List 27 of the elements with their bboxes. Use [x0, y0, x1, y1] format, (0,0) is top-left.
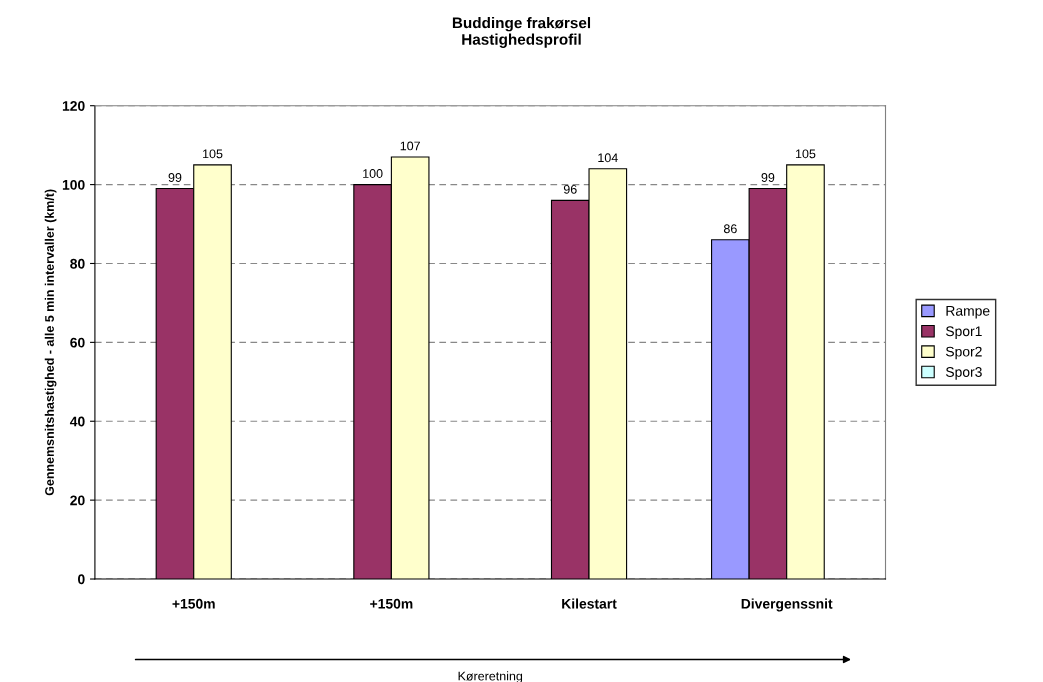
x-tick-label: +150m [370, 598, 413, 609]
y-tick-label: 0 [78, 574, 85, 585]
y-tick-label: 20 [70, 495, 85, 506]
data-label: 105 [203, 149, 223, 159]
x-tick-label: +150m [172, 598, 215, 609]
y-axis-title: Gennemsnitshastighed - alle 5 min intervaller (km/t) [44, 189, 57, 496]
x-tick-label: Kilestart [562, 598, 617, 609]
chart-title: Buddinge frakørsel Hastighedsprofil [452, 17, 591, 48]
data-label: 107 [400, 141, 420, 151]
data-label: 104 [598, 153, 618, 163]
data-label: 99 [168, 173, 182, 182]
y-tick-label: 60 [70, 337, 85, 348]
legend-label: Rampe [946, 306, 990, 319]
legend-label: Spor3 [945, 367, 982, 380]
data-label: 86 [723, 224, 737, 234]
legend-label: Spor2 [945, 346, 982, 360]
data-label: 96 [563, 184, 577, 194]
y-tick-label: 80 [70, 258, 85, 269]
data-label: 105 [795, 149, 816, 159]
y-tick-label: 120 [62, 101, 85, 111]
data-label: 99 [761, 173, 775, 182]
x-tick-label: Divergenssnit [741, 598, 833, 612]
text: Køreretning [458, 671, 523, 682]
legend-label: Spor1 [945, 326, 982, 339]
y-tick-label: 100 [62, 179, 85, 190]
y-tick-label: 40 [69, 416, 85, 427]
data-label: 100 [363, 169, 383, 178]
